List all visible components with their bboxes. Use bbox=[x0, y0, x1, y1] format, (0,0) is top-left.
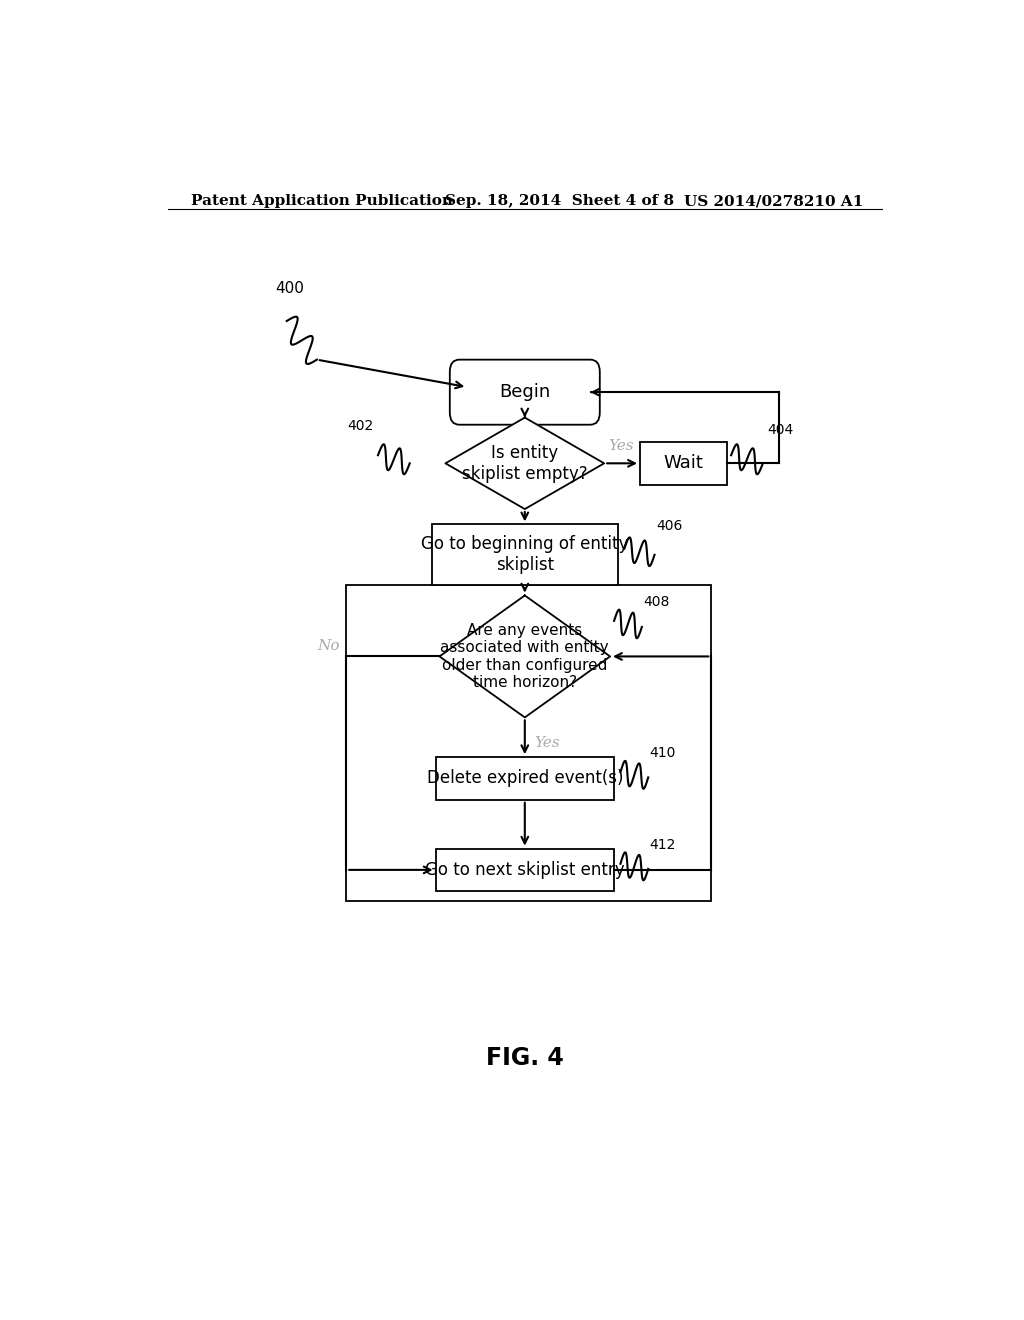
Text: No: No bbox=[535, 529, 557, 544]
FancyBboxPatch shape bbox=[450, 359, 600, 425]
Text: Delete expired event(s): Delete expired event(s) bbox=[427, 770, 623, 788]
Text: 404: 404 bbox=[767, 422, 794, 437]
FancyBboxPatch shape bbox=[435, 849, 614, 891]
Text: Begin: Begin bbox=[499, 383, 551, 401]
Text: Is entity
skiplist empty?: Is entity skiplist empty? bbox=[462, 444, 588, 483]
Text: Sep. 18, 2014  Sheet 4 of 8: Sep. 18, 2014 Sheet 4 of 8 bbox=[445, 194, 675, 209]
Text: 410: 410 bbox=[650, 746, 676, 760]
Text: Go to next skiplist entry: Go to next skiplist entry bbox=[425, 861, 625, 879]
Text: US 2014/0278210 A1: US 2014/0278210 A1 bbox=[684, 194, 863, 209]
FancyBboxPatch shape bbox=[431, 524, 618, 585]
Text: 412: 412 bbox=[650, 838, 676, 851]
FancyBboxPatch shape bbox=[640, 442, 727, 484]
Text: Yes: Yes bbox=[608, 440, 634, 453]
Text: Yes: Yes bbox=[535, 735, 560, 750]
Text: Wait: Wait bbox=[664, 454, 703, 473]
Text: 408: 408 bbox=[643, 595, 670, 609]
Polygon shape bbox=[445, 417, 604, 510]
Text: No: No bbox=[317, 639, 340, 653]
Text: Patent Application Publication: Patent Application Publication bbox=[191, 194, 454, 209]
Polygon shape bbox=[439, 595, 610, 718]
FancyBboxPatch shape bbox=[435, 758, 614, 800]
Text: Go to beginning of entity
skiplist: Go to beginning of entity skiplist bbox=[421, 536, 629, 574]
Text: Are any events
associated with entity
older than configured
time horizon?: Are any events associated with entity ol… bbox=[440, 623, 609, 690]
Text: 406: 406 bbox=[656, 520, 683, 533]
Text: 400: 400 bbox=[274, 281, 304, 296]
Text: 402: 402 bbox=[348, 418, 374, 433]
Text: FIG. 4: FIG. 4 bbox=[486, 1045, 563, 1071]
